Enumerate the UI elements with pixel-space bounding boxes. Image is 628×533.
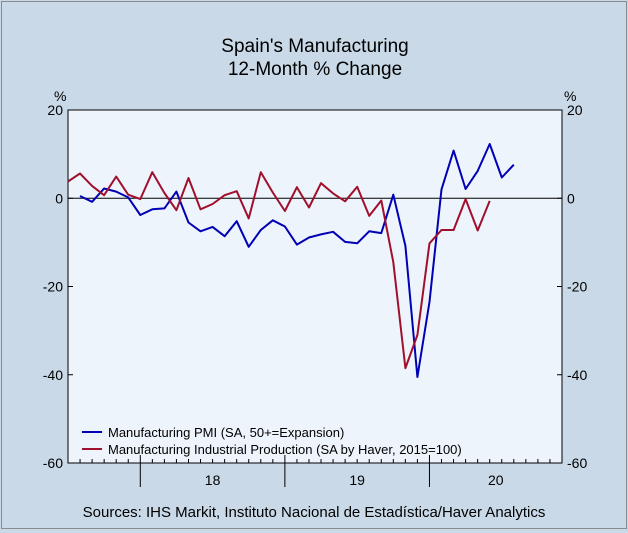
y-tick-label-left: 20 — [47, 102, 63, 118]
series-lines — [67, 143, 515, 378]
axis-ticks: 20 20 0 0 -20 -20 -40 -40 -60 -60 18 19 20 — [43, 102, 588, 488]
x-year-label: 19 — [349, 472, 365, 488]
y-tick-label-right: -60 — [567, 455, 587, 471]
y-tick-label-right: 20 — [567, 102, 583, 118]
y-tick-label-left: -40 — [43, 367, 63, 383]
chart-title-line-1: Spain's Manufacturing — [221, 36, 408, 57]
y-tick-label-left: -60 — [43, 455, 63, 471]
x-year-label: 20 — [488, 472, 504, 488]
y-tick-label-left: -20 — [43, 279, 63, 295]
sources-note: Sources: IHS Markit, Instituto Nacional … — [83, 504, 546, 521]
y-tick-label-right: 0 — [567, 190, 575, 206]
legend-label-ip: Manufacturing Industrial Production (SA … — [108, 442, 462, 457]
y-tick-label-right: -40 — [567, 367, 587, 383]
y-tick-label-right: -20 — [567, 279, 587, 295]
legend: Manufacturing PMI (SA, 50+=Expansion) Ma… — [82, 425, 462, 457]
right-axis-unit: % — [564, 88, 576, 104]
series-line-pmi — [79, 143, 515, 378]
plot-area — [67, 109, 563, 464]
legend-label-pmi: Manufacturing PMI (SA, 50+=Expansion) — [108, 425, 344, 440]
y-tick-label-left: 0 — [55, 190, 63, 206]
x-year-label: 18 — [205, 472, 221, 488]
series-line-industrial-production — [67, 171, 491, 370]
chart-title-line-2: 12-Month % Change — [228, 59, 402, 80]
left-axis-unit: % — [54, 88, 66, 104]
